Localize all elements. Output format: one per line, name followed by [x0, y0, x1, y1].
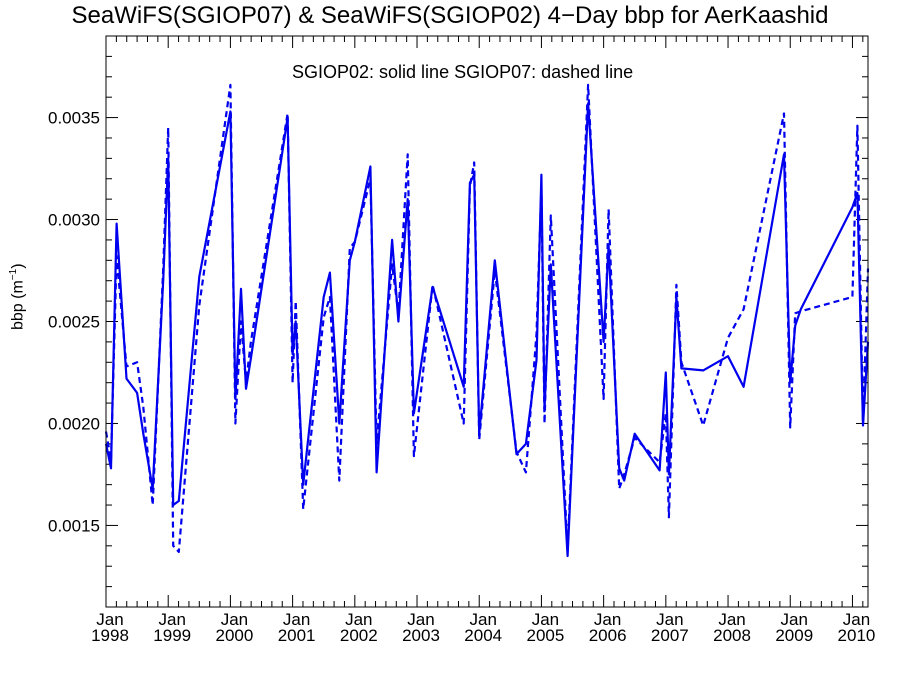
x-tick-month-label: Jan — [656, 610, 683, 629]
axis-ticks — [105, 35, 868, 608]
x-tick-month-label: Jan — [532, 610, 559, 629]
x-tick-month-label: Jan — [96, 610, 123, 629]
x-tick-month-label: Jan — [407, 610, 434, 629]
x-tick-month-label: Jan — [718, 610, 745, 629]
sgiop02-solid-line — [104, 102, 870, 558]
x-tick-month-label: Jan — [470, 610, 497, 629]
y-tick-label: 0.0035 — [48, 109, 100, 128]
x-tick-month-label: Jan — [594, 610, 621, 629]
x-tick-year-label: 2006 — [589, 626, 627, 645]
x-tick-month-label: Jan — [283, 610, 310, 629]
y-tick-label: 0.0015 — [48, 516, 100, 535]
x-tick-year-label: 2003 — [402, 626, 440, 645]
x-tick-year-label: 2005 — [527, 626, 565, 645]
x-tick-year-label: 2002 — [340, 626, 378, 645]
x-tick-year-label: 2009 — [775, 626, 813, 645]
x-tick-year-label: 1999 — [153, 626, 191, 645]
plot-frame — [105, 35, 869, 608]
legend-annotation: SGIOP02: solid line SGIOP07: dashed line — [292, 62, 634, 82]
x-tick-month-label: Jan — [158, 610, 185, 629]
y-tick-label: 0.0020 — [48, 414, 100, 433]
x-tick-month-label: Jan — [221, 610, 248, 629]
chart-title: SeaWiFS(SGIOP07) & SeaWiFS(SGIOP02) 4−Da… — [71, 2, 829, 29]
tick-labels: 0.00150.00200.00250.00300.0035Jan1998Jan… — [48, 109, 875, 645]
x-tick-year-label: 2007 — [651, 626, 689, 645]
sgiop07-dashed-line — [104, 83, 870, 554]
y-tick-label: 0.0030 — [48, 211, 100, 230]
x-tick-year-label: 2001 — [278, 626, 316, 645]
x-tick-year-label: 1998 — [91, 626, 129, 645]
x-tick-month-label: Jan — [843, 610, 870, 629]
x-tick-year-label: 2008 — [713, 626, 751, 645]
y-tick-label: 0.0025 — [48, 313, 100, 332]
x-tick-year-label: 2004 — [464, 626, 502, 645]
x-tick-month-label: Jan — [345, 610, 372, 629]
x-tick-year-label: 2000 — [215, 626, 253, 645]
x-tick-year-label: 2010 — [838, 626, 876, 645]
data-series — [104, 83, 870, 558]
x-tick-month-label: Jan — [781, 610, 808, 629]
